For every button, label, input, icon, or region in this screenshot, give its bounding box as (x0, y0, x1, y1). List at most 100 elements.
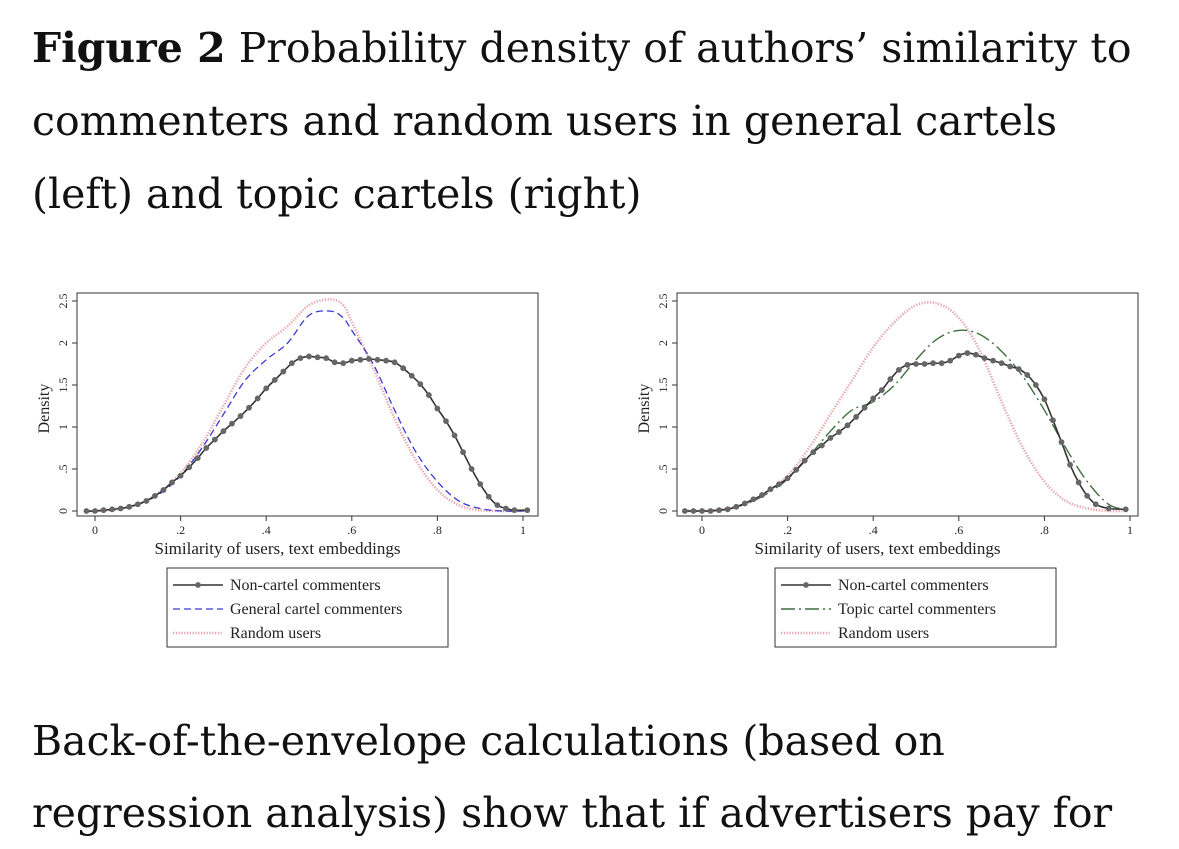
data-point-marker (331, 359, 338, 366)
data-point-marker (391, 359, 398, 366)
data-point-marker (759, 492, 765, 498)
data-point-marker (366, 356, 372, 362)
data-point-marker (314, 354, 321, 361)
data-point-marker (750, 496, 757, 503)
data-point-marker (1007, 363, 1014, 370)
x-axis-label: Similarity of users, text embeddings (755, 539, 1001, 558)
data-point-marker (220, 428, 227, 435)
data-point-marker (921, 361, 928, 367)
data-point-marker (288, 360, 295, 367)
data-point-marker (1032, 382, 1039, 388)
x-tick-label: 0 (92, 523, 98, 537)
legend-label: General cartel commenters (230, 601, 402, 618)
figure-caption: Figure 2 Probability density of authors’… (32, 12, 1162, 231)
x-tick-label: .4 (262, 523, 271, 537)
data-point-marker (827, 435, 834, 441)
x-axis-label: Similarity of users, text embeddings (155, 539, 401, 558)
series-line-non-cartel-commenters (86, 355, 528, 512)
data-point-marker (793, 466, 800, 473)
data-point-marker (211, 436, 218, 443)
data-point-marker (152, 492, 158, 499)
body-paragraph: Back-of-the-envelope calculations (based… (32, 705, 1172, 849)
legend-marker (803, 582, 809, 588)
data-point-marker (776, 481, 782, 488)
legend-box (774, 567, 1057, 648)
legend-label: Random users (230, 625, 321, 642)
data-point-marker (741, 500, 748, 507)
series-line-random-users (684, 300, 1126, 513)
series-line-general-cartel-commenters (86, 310, 528, 512)
series-line-random-users (86, 297, 524, 513)
data-point-marker (477, 481, 484, 488)
data-point-marker (340, 360, 347, 367)
data-point-marker (306, 353, 312, 360)
data-point-marker (690, 508, 697, 514)
series-line-non-cartel-commenters (684, 352, 1126, 512)
data-point-marker (357, 356, 364, 363)
data-point-marker (263, 385, 270, 392)
x-tick-label: .4 (869, 523, 878, 537)
y-tick-label: 1 (56, 424, 70, 430)
x-tick-label: 1 (1127, 523, 1133, 537)
y-tick-label: 2.5 (656, 294, 670, 309)
data-point-marker (853, 414, 859, 420)
right-density-chart: 0 .2 .4 .6 .8 1 0 .5 1 1.5 2 2.5 Density Similarity o… (636, 292, 1139, 648)
data-point-marker (194, 455, 201, 461)
data-point-marker (998, 360, 1005, 367)
data-point-marker (733, 503, 740, 510)
data-point-marker (468, 466, 475, 472)
data-point-marker (1105, 505, 1112, 512)
data-point-marker (383, 357, 389, 364)
data-point-marker (1075, 479, 1082, 486)
data-point-marker (443, 418, 449, 425)
data-point-marker (878, 387, 885, 393)
data-point-marker (1058, 439, 1065, 446)
plot-frame (676, 292, 1139, 517)
y-tick-label: 2 (656, 340, 670, 346)
y-axis-label: Density (36, 384, 53, 434)
data-point-marker (460, 449, 466, 456)
y-tick-label: 2 (56, 340, 70, 346)
data-point-marker (913, 361, 919, 367)
data-point-marker (323, 355, 330, 362)
data-point-marker (434, 405, 441, 412)
data-point-marker (724, 506, 731, 513)
data-point-marker (1067, 461, 1073, 468)
legend-marker (195, 582, 201, 588)
data-point-marker (83, 508, 90, 514)
data-point-marker (237, 413, 244, 419)
x-tick-label: .2 (176, 523, 185, 537)
data-point-marker (511, 507, 518, 514)
y-tick-label: .5 (56, 465, 70, 474)
data-point-marker (1024, 372, 1031, 378)
data-point-marker (143, 498, 150, 504)
data-point-marker (981, 355, 988, 362)
data-point-marker (451, 432, 458, 439)
data-point-marker (784, 475, 791, 482)
data-point-marker (844, 422, 851, 429)
data-point-marker (930, 360, 937, 367)
y-axis-label: Density (636, 384, 653, 434)
left-density-chart: 0 .2 .4 .6 .8 1 0 .5 1 1.5 2 2.5 Density Similarity o… (36, 292, 539, 648)
plot-frame (76, 292, 539, 517)
data-point-marker (1050, 417, 1056, 424)
data-point-marker (160, 487, 167, 493)
data-point-marker (169, 479, 175, 486)
data-point-marker (707, 508, 714, 514)
data-point-marker (836, 429, 842, 435)
legend-label: Random users (838, 625, 929, 642)
data-point-marker (955, 352, 962, 359)
data-point-marker (374, 356, 381, 363)
series-line-topic-cartel-commenters (684, 329, 1126, 512)
data-point-marker (117, 505, 124, 512)
data-point-marker (887, 376, 894, 383)
legend-box (166, 567, 449, 648)
data-point-marker (1015, 366, 1022, 372)
y-tick-label: 2.5 (56, 294, 70, 309)
x-tick-label: .8 (1040, 523, 1049, 537)
data-point-marker (699, 508, 705, 514)
legend-label: Non-cartel commenters (230, 577, 381, 594)
data-point-marker (870, 395, 877, 402)
data-point-marker (254, 395, 261, 402)
data-point-marker (1041, 396, 1048, 403)
